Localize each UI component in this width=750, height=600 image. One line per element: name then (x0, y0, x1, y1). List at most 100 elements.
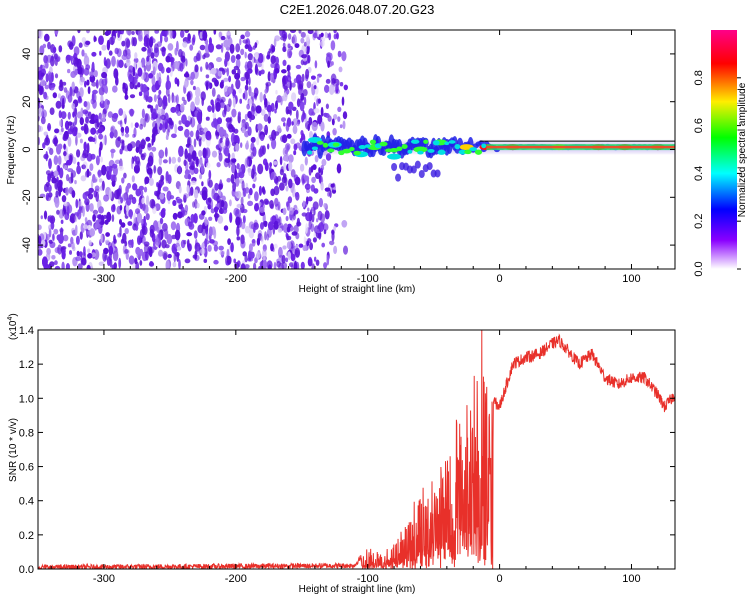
spectrogram-noise-cell (321, 158, 327, 167)
spectrogram-noise-cell (199, 44, 206, 51)
spectrogram-noise-cell (228, 75, 232, 83)
spectrogram-noise-cell (141, 197, 145, 205)
spectrogram-noise-cell (156, 181, 159, 188)
spectrogram-noise-cell (184, 73, 190, 78)
spectrogram-noise-cell (296, 217, 300, 227)
spectrogram-noise-cell (104, 31, 110, 36)
spectrogram-noise-cell (189, 44, 194, 51)
spectrogram-noise-cell (170, 106, 177, 113)
spectrogram-noise-cell (38, 86, 43, 96)
spectrogram-noise-cell (231, 152, 235, 160)
spectrogram-noise-cell (224, 133, 229, 139)
spectrogram-noise-cell (105, 239, 110, 245)
spectrogram-noise-cell (310, 209, 313, 215)
spectrogram-noise-cell (91, 81, 97, 87)
spectrogram-noise-cell (291, 82, 296, 88)
spectrogram-noise-cell (266, 104, 273, 113)
spectrogram-noise-cell (259, 261, 263, 267)
spectrogram-noise-cell (111, 204, 116, 213)
spectrogram-noise-cell (49, 147, 54, 156)
spectrogram-noise-cell (199, 127, 204, 132)
spectrogram-noise-cell (290, 253, 296, 262)
spectrogram-noise-cell (248, 221, 255, 230)
spectrogram-noise-cell (178, 185, 182, 194)
spectrogram-noise-cell (170, 125, 174, 130)
spectrogram-noise-cell (225, 137, 230, 147)
spectrogram-noise-cell (149, 261, 154, 266)
spectrogram-noise-cell (138, 91, 143, 97)
spectrogram-noise-cell (263, 198, 269, 205)
spectrogram-noise-cell (247, 46, 253, 52)
spectrogram-noise-cell (146, 167, 153, 175)
spectrogram-noise-cell (200, 91, 206, 101)
spectrogram-noise-cell (270, 243, 274, 252)
spectrogram-noise-cell (300, 31, 306, 38)
signal-trail-cell (395, 173, 402, 182)
spectrogram-noise-cell (179, 62, 184, 72)
spectrogram-noise-cell (91, 137, 96, 142)
spectrogram-noise-cell (229, 199, 232, 207)
spectrogram-noise-cell (333, 114, 338, 120)
spectrogram-noise-cell (342, 111, 348, 120)
spectrogram-noise-cell (236, 203, 243, 209)
spectrogram-noise-cell (208, 37, 212, 46)
spectrogram-noise-cell (48, 239, 54, 244)
spectrogram-noise-cell (45, 170, 51, 176)
spectrogram-noise-cell (137, 235, 142, 245)
spectrogram-noise-cell (255, 105, 262, 114)
spectrogram-noise-cell (154, 30, 160, 34)
spectrogram-noise-cell (323, 229, 327, 235)
spectrogram-noise-cell (135, 246, 141, 255)
spectrogram-noise-cell (273, 243, 278, 249)
spectrogram-noise-cell (48, 158, 52, 170)
spectrogram-noise-cell (160, 66, 165, 74)
signal-blob-small (437, 149, 446, 155)
spectrogram-noise-cell (56, 234, 61, 241)
spectrogram-noise-cell (187, 152, 193, 163)
spectrogram-noise-cell (292, 186, 296, 198)
spectrogram-noise-cell (343, 245, 348, 255)
spectrogram-noise-cell (161, 175, 165, 182)
spectrogram-noise-cell (267, 51, 271, 59)
spectrogram-noise-cell (244, 113, 248, 121)
snr-y-axis: 0.0 0.2 0.4 0.6 0.8 1.0 1.2 1.4 (19, 325, 675, 576)
spectrogram-noise-cell (300, 261, 305, 269)
spectrogram-noise-cell (225, 31, 232, 36)
spectrogram-noise-cell (294, 43, 300, 48)
spectrogram-noise-cell (298, 243, 304, 248)
spectrogram-noise-cell (245, 187, 250, 194)
spectrogram-noise-cell (202, 54, 206, 60)
spectrogram-noise-cell (254, 93, 257, 98)
spectrogram-noise-cell (208, 226, 213, 237)
spectrogram-noise-cell (186, 232, 193, 237)
spectrogram-noise-cell (241, 180, 245, 191)
colorbar-label: Normalized spectral amplitude (737, 82, 748, 217)
spectrogram-noise-cell (112, 85, 118, 93)
spectrogram-noise-cell (129, 94, 136, 99)
spectrogram-noise-cell (85, 64, 91, 70)
spectrogram-noise-cell (78, 200, 83, 209)
spectrogram-noise-cell (187, 33, 191, 42)
spectrogram-noise-cell (128, 108, 135, 116)
spectrogram-noise-cell (140, 72, 146, 80)
spectrogram-noise-cell (121, 54, 128, 61)
spectrogram-noise-cell (252, 183, 256, 189)
spectrogram-noise-cell (274, 197, 279, 207)
colorbar-ticks: 0.0 0.2 0.4 0.6 0.8 (693, 70, 741, 277)
spectrogram-noise-cell (173, 61, 180, 69)
spectrogram-noise-cell (201, 190, 208, 201)
spectrogram-noise-cell (222, 109, 227, 118)
signal-blob-small (454, 143, 461, 150)
spectrogram-noise-cell (204, 216, 208, 227)
spectrogram-noise-cell (205, 116, 210, 121)
spectrogram-noise-cell (49, 84, 55, 91)
spectrogram-noise-cell (256, 137, 260, 146)
spectrogram-noise-cell (308, 108, 314, 116)
spectrogram-noise-cell (119, 119, 123, 128)
spectrogram-noise-cell (242, 208, 248, 214)
spectrogram-noise-cell (219, 250, 225, 256)
spectrogram-noise-cell (86, 264, 91, 269)
spectrogram-noise-cell (198, 138, 202, 147)
spectrogram-noise-cell (176, 251, 180, 262)
spectrogram-noise-cell (230, 173, 235, 184)
